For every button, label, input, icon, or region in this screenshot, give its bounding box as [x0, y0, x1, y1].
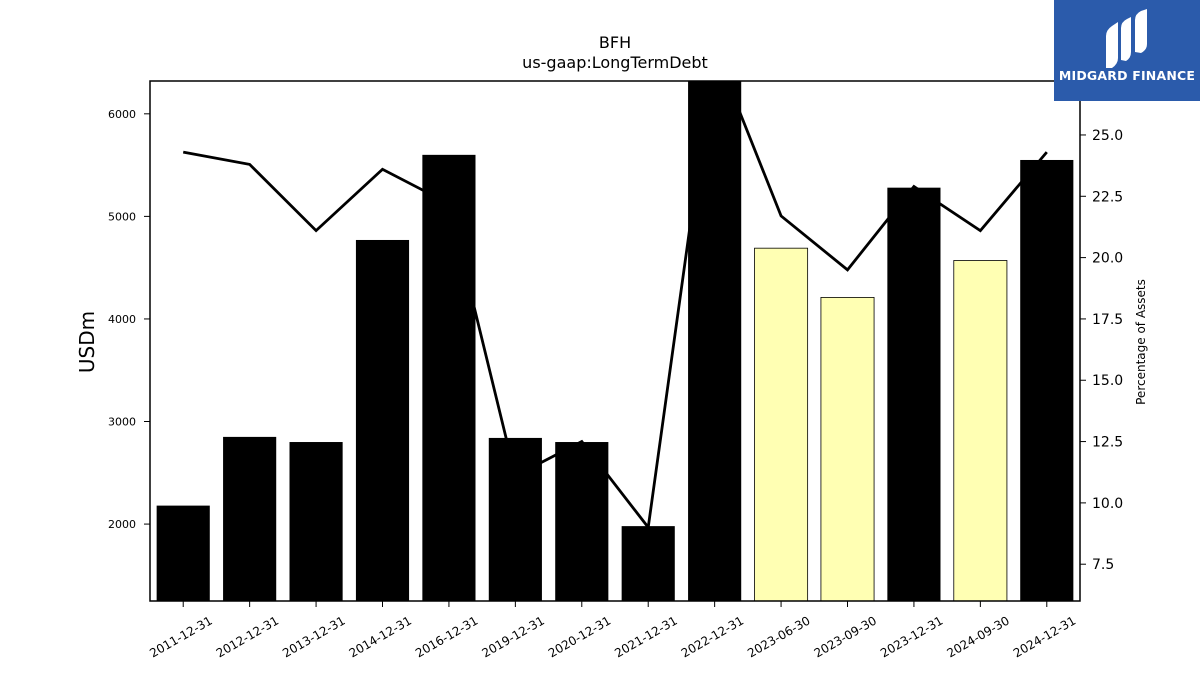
bar-2014-12-31	[355, 239, 410, 601]
brand-logo-text: MIDGARD FINANCE	[1058, 68, 1196, 83]
line-layer	[182, 81, 1048, 531]
midgard-logo-icon	[1106, 9, 1147, 68]
right-tick-label: 17.5	[1092, 312, 1123, 328]
x-tick-label: 2012-12-31	[214, 613, 281, 660]
plot-frame	[149, 80, 1081, 602]
bar-2024-09-30	[953, 260, 1008, 601]
x-tick-label: 2011-12-31	[147, 613, 214, 660]
bar-2011-12-31	[156, 505, 210, 601]
right-tick-label: 22.5	[1092, 189, 1123, 205]
x-tick-label: 2024-09-30	[944, 613, 1011, 660]
x-tick-label: 2021-12-31	[612, 613, 679, 660]
bar-2019-12-31	[488, 437, 542, 601]
bar-2023-12-31	[887, 187, 941, 601]
x-tick-label: 2020-12-31	[546, 613, 613, 660]
right-axis: 7.5 10.0 12.5 15.0 17.5 20.0 22.5 25.0	[1080, 128, 1123, 573]
y-axis-label: USDm	[75, 311, 99, 373]
right-tick-label: 12.5	[1092, 435, 1123, 451]
bar-2020-12-31	[555, 442, 609, 601]
x-tick-label: 2016-12-31	[413, 613, 480, 660]
x-axis: 2011-12-31 2012-12-31 2013-12-31 2014-12-31…	[147, 601, 1078, 660]
percentage-line	[182, 81, 1048, 531]
x-tick-label: 2023-06-30	[745, 613, 812, 660]
bar-2023-09-30	[820, 297, 875, 601]
right-tick-label: 10.0	[1092, 496, 1123, 512]
bar-2021-12-31	[621, 526, 675, 601]
left-tick-label: 5000	[108, 210, 136, 223]
left-tick-label: 4000	[108, 313, 136, 326]
x-tick-label: 2024-12-31	[1011, 613, 1078, 660]
chart-title: BFH	[599, 33, 631, 52]
bar-2022-12-31	[688, 81, 742, 601]
bar-2013-12-31	[289, 442, 343, 601]
bar-2023-06-30	[754, 247, 809, 601]
x-tick-label: 2022-12-31	[679, 613, 746, 660]
x-tick-label: 2023-12-31	[878, 613, 945, 660]
left-tick-label: 3000	[108, 416, 136, 429]
x-tick-label: 2019-12-31	[479, 613, 546, 660]
x-tick-label: 2014-12-31	[347, 613, 414, 660]
bar-2016-12-31	[422, 154, 476, 601]
bar-2024-12-31	[1020, 159, 1074, 601]
left-axis: 2000 3000 4000 5000 6000	[108, 108, 150, 531]
right-tick-label: 15.0	[1092, 373, 1123, 389]
right-tick-label: 7.5	[1092, 557, 1114, 573]
right-tick-label: 20.0	[1092, 251, 1123, 267]
right-tick-label: 25.0	[1092, 128, 1123, 144]
bar-layer	[156, 81, 1074, 601]
left-tick-label: 2000	[108, 518, 136, 531]
y2-axis-label: Percentage of Assets	[1134, 279, 1148, 405]
chart-subtitle: us-gaap:LongTermDebt	[522, 53, 708, 72]
x-tick-label: 2013-12-31	[280, 613, 347, 660]
bar-2012-12-31	[223, 436, 277, 601]
left-tick-label: 6000	[108, 108, 136, 121]
brand-logo: MIDGARD FINANCE	[1054, 0, 1200, 101]
x-tick-label: 2023-09-30	[812, 613, 879, 660]
